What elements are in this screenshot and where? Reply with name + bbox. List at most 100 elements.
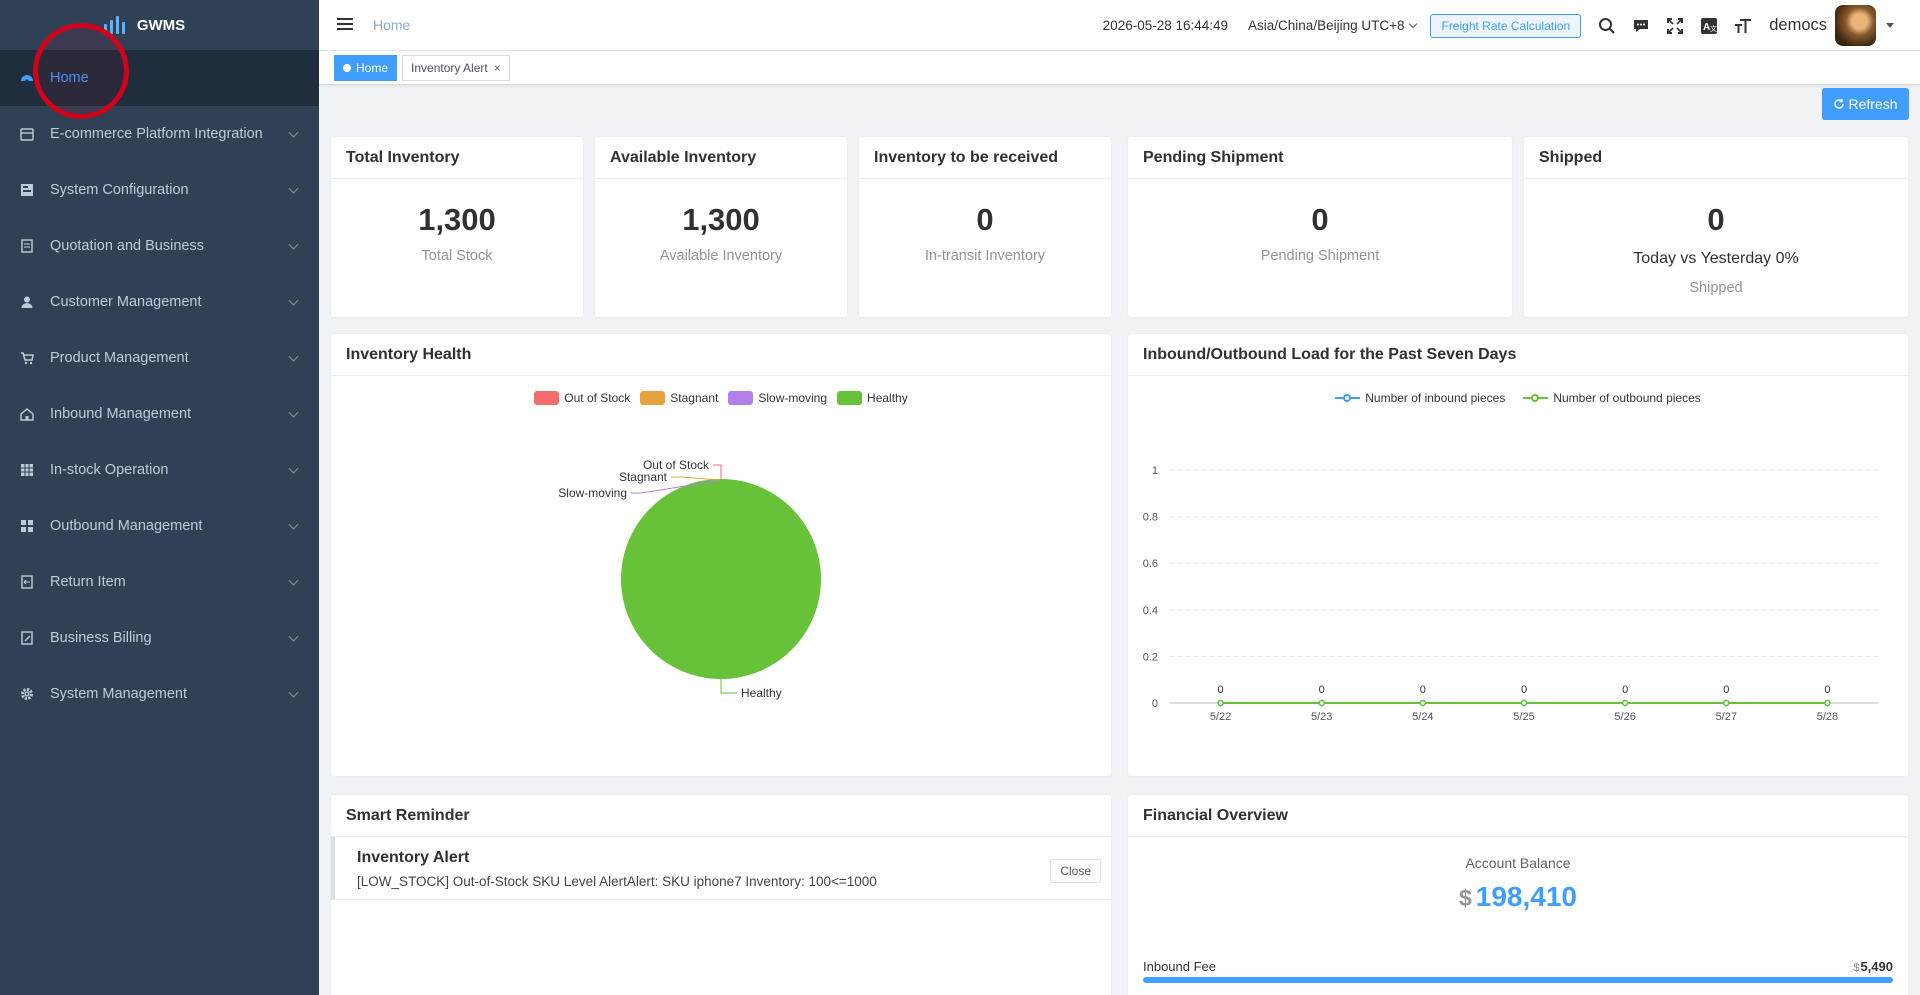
sidebar-item-label: Home — [50, 70, 89, 86]
document-icon — [20, 239, 34, 253]
legend-item-stagnant[interactable]: Stagnant — [640, 391, 718, 405]
data-point[interactable] — [1520, 699, 1528, 707]
stat-subtitle: Available Inventory — [659, 248, 783, 264]
x-tick-label: 5/25 — [1513, 711, 1534, 723]
reminder-close-button[interactable]: Close — [1050, 859, 1101, 883]
legend-item-slow-moving[interactable]: Slow-moving — [728, 391, 827, 405]
chevron-down-icon — [288, 183, 299, 194]
pie-label-stagnant: Stagnant — [619, 470, 668, 484]
line-chart: 0 0.2 0.4 0.6 0.8 1 5/22 5/23 5/24 5/25 5/26 5/27 5/… — [1143, 465, 1878, 723]
chevron-down-icon — [288, 351, 299, 362]
sidebar-item-inbound-management[interactable]: Inbound Management — [0, 386, 319, 442]
sidebar-item-system-management[interactable]: System Management — [0, 666, 319, 722]
currency-symbol: $ — [1458, 885, 1472, 911]
message-icon[interactable] — [1631, 16, 1651, 36]
avatar[interactable] — [1835, 5, 1876, 46]
sidebar-item-outbound-management[interactable]: Outbound Management — [0, 498, 319, 554]
tag-inventory-alert[interactable]: Inventory Alert × — [402, 54, 510, 81]
data-point[interactable] — [1621, 699, 1629, 707]
sidebar-item-return-item[interactable]: Return Item — [0, 554, 319, 610]
legend-label: Stagnant — [670, 391, 719, 405]
chevron-down-icon — [288, 575, 299, 586]
y-tick-label: 1 — [1152, 465, 1158, 477]
refresh-icon — [1834, 99, 1845, 109]
fee-amount: 5,490 — [1860, 959, 1893, 974]
font-size-icon[interactable] — [1733, 16, 1753, 36]
stat-card-inventory-to-receive: Inventory to be received 0 In-transit In… — [858, 136, 1112, 318]
freight-rate-button[interactable]: Freight Rate Calculation — [1430, 13, 1582, 38]
sidebar-item-e-commerce-platform-integration[interactable]: E-commerce Platform Integration — [0, 106, 319, 162]
search-icon[interactable] — [1597, 16, 1617, 36]
close-icon[interactable]: × — [493, 60, 501, 75]
legend-item-number-of-inbound-pieces[interactable]: Number of inbound pieces — [1335, 391, 1505, 405]
fullscreen-icon[interactable] — [1665, 16, 1685, 36]
sidebar-item-business-billing[interactable]: Business Billing — [0, 610, 319, 666]
data-label: 0 — [1622, 684, 1628, 696]
data-point[interactable] — [1723, 699, 1730, 707]
svg-text:文: 文 — [1710, 24, 1717, 33]
inventory-health-card: Inventory Health Out of Stock Stagnant Slo… — [330, 333, 1112, 777]
pie-label-slow-moving: Slow-moving — [558, 486, 627, 500]
sidebar-item-system-configuration[interactable]: System Configuration — [0, 162, 319, 218]
legend-swatch — [1523, 391, 1549, 405]
legend-label: Healthy — [867, 391, 908, 405]
user-icon — [20, 295, 34, 309]
card-title: Financial Overview — [1128, 795, 1908, 837]
card-title: Shipped — [1524, 137, 1908, 179]
data-point[interactable] — [1217, 699, 1224, 707]
app-logo[interactable]: GWMS — [0, 0, 319, 50]
stat-value: 0 — [976, 202, 994, 237]
legend-item-number-of-outbound-pieces[interactable]: Number of outbound pieces — [1523, 391, 1701, 405]
breadcrumb[interactable]: Home — [373, 17, 411, 33]
legend-label: Out of Stock — [564, 391, 631, 405]
home-icon — [20, 407, 34, 421]
financial-overview-card: Financial Overview Account Balance $198,… — [1127, 794, 1909, 995]
sidebar-item-label: In-stock Operation — [50, 462, 169, 478]
sidebar-item-label: Business Billing — [50, 630, 152, 646]
legend-item-healthy[interactable]: Healthy — [837, 391, 908, 405]
stat-value: 1,300 — [682, 202, 760, 237]
reminder-item: Inventory Alert [LOW_STOCK] Out-of-Stock… — [331, 837, 1111, 900]
hamburger-icon[interactable] — [337, 18, 353, 32]
sidebar-item-quotation-and-business[interactable]: Quotation and Business — [0, 218, 319, 274]
chevron-down-icon — [1409, 19, 1418, 28]
smart-reminder-card: Smart Reminder Inventory Alert [LOW_STOC… — [330, 794, 1112, 995]
data-label: 0 — [1218, 684, 1224, 696]
sidebar-item-customer-management[interactable]: Customer Management — [0, 274, 319, 330]
data-point[interactable] — [1318, 699, 1325, 707]
sidebar-item-in-stock-operation[interactable]: In-stock Operation — [0, 442, 319, 498]
timezone-select[interactable]: Asia/China/Beijing UTC+8 — [1248, 18, 1418, 33]
sidebar-item-product-management[interactable]: Product Management — [0, 330, 319, 386]
pie-leader-line — [713, 464, 722, 479]
refresh-button[interactable]: Refresh — [1822, 88, 1909, 120]
card-title: Smart Reminder — [331, 795, 1111, 837]
legend-swatch — [837, 391, 863, 405]
legend-label: Number of outbound pieces — [1553, 391, 1701, 405]
data-label: 0 — [1420, 684, 1426, 696]
caret-down-icon[interactable] — [1886, 23, 1894, 28]
chevron-down-icon — [288, 127, 299, 138]
tag-home[interactable]: Home — [334, 54, 398, 81]
load-chart-card: Inbound/Outbound Load for the Past Seven… — [1127, 333, 1909, 777]
store-icon — [20, 127, 34, 141]
dashboard-icon — [20, 71, 34, 85]
pie-slice-healthy[interactable] — [621, 479, 821, 679]
y-tick-label: 0 — [1152, 698, 1158, 710]
sidebar-item-home[interactable]: Home — [0, 50, 319, 106]
sidebar-item-label: Quotation and Business — [50, 238, 204, 254]
balance-amount: 198,410 — [1475, 881, 1577, 912]
username[interactable]: democs — [1769, 16, 1827, 34]
top-header: Home 2026-05-28 16:44:49 Asia/China/Beij… — [319, 0, 1920, 51]
chevron-down-icon — [288, 687, 299, 698]
stat-card-total-inventory: Total Inventory 1,300 Total Stock — [330, 136, 584, 318]
y-tick-label: 0.4 — [1143, 605, 1158, 617]
data-point[interactable] — [1419, 699, 1427, 707]
pie-leader-line — [720, 679, 737, 694]
grid-icon — [20, 519, 34, 533]
legend-item-out-of-stock[interactable]: Out of Stock — [534, 391, 630, 405]
data-point[interactable] — [1824, 699, 1831, 707]
chevron-down-icon — [288, 295, 299, 306]
card-title: Inbound/Outbound Load for the Past Seven… — [1128, 334, 1908, 376]
x-tick-label: 5/26 — [1614, 711, 1635, 723]
